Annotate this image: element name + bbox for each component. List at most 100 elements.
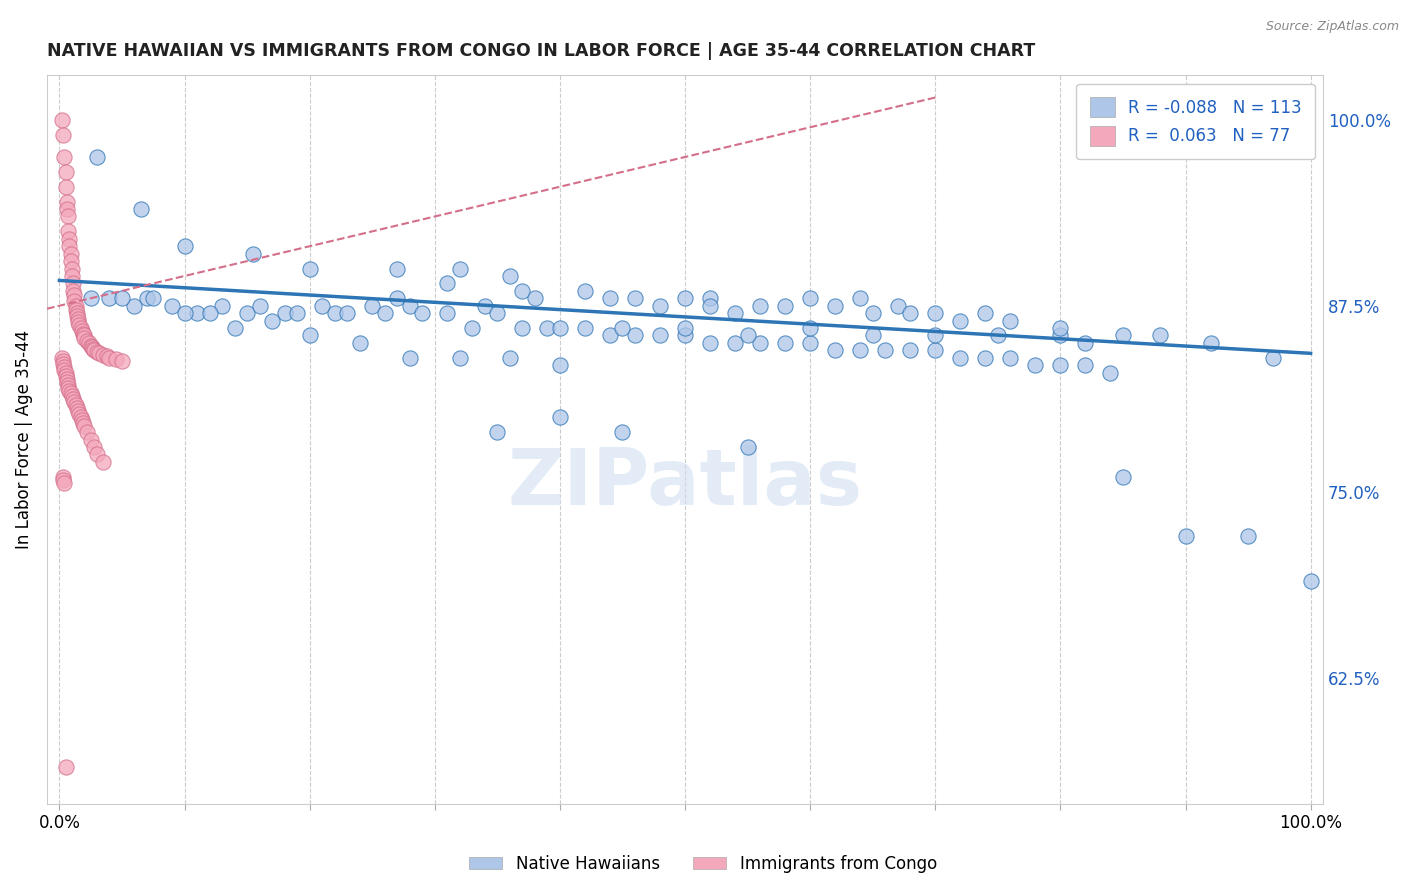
Point bbox=[66, 401, 89, 416]
Point bbox=[82, 342, 104, 356]
Point bbox=[56, 380, 79, 394]
Point bbox=[599, 291, 621, 305]
Point bbox=[79, 291, 101, 305]
Text: ZIPatlas: ZIPatlas bbox=[508, 445, 862, 521]
Point bbox=[499, 351, 522, 365]
Point bbox=[72, 326, 94, 341]
Point bbox=[56, 224, 79, 238]
Point bbox=[160, 299, 183, 313]
Point bbox=[236, 306, 259, 320]
Point bbox=[773, 299, 796, 313]
Point bbox=[56, 202, 79, 216]
Point bbox=[142, 291, 165, 305]
Point bbox=[1000, 351, 1022, 365]
Point bbox=[52, 357, 75, 371]
Point bbox=[461, 321, 484, 335]
Point bbox=[67, 312, 90, 326]
Point bbox=[398, 351, 420, 365]
Point bbox=[173, 239, 195, 253]
Point bbox=[1024, 358, 1046, 372]
Point bbox=[72, 416, 94, 430]
Point bbox=[799, 321, 821, 335]
Point bbox=[111, 291, 134, 305]
Point bbox=[486, 425, 509, 439]
Point bbox=[548, 321, 571, 335]
Point bbox=[387, 291, 409, 305]
Point bbox=[323, 306, 346, 320]
Point bbox=[298, 328, 321, 343]
Point bbox=[1049, 358, 1071, 372]
Point bbox=[749, 335, 772, 350]
Point bbox=[52, 473, 75, 487]
Point bbox=[987, 328, 1010, 343]
Point bbox=[574, 321, 596, 335]
Point bbox=[898, 343, 921, 358]
Point bbox=[67, 404, 90, 418]
Point bbox=[436, 277, 458, 291]
Point bbox=[186, 306, 208, 320]
Point bbox=[624, 328, 647, 343]
Point bbox=[73, 328, 96, 343]
Point bbox=[65, 303, 87, 318]
Point bbox=[83, 343, 105, 358]
Point bbox=[53, 150, 76, 164]
Point bbox=[499, 268, 522, 283]
Point bbox=[624, 291, 647, 305]
Point bbox=[512, 284, 534, 298]
Point bbox=[599, 328, 621, 343]
Point bbox=[62, 277, 84, 291]
Point bbox=[849, 291, 872, 305]
Point bbox=[86, 447, 108, 461]
Point bbox=[53, 359, 76, 374]
Point bbox=[63, 288, 86, 302]
Point bbox=[612, 425, 634, 439]
Point bbox=[242, 246, 264, 260]
Point bbox=[52, 353, 75, 368]
Point bbox=[73, 331, 96, 345]
Text: Source: ZipAtlas.com: Source: ZipAtlas.com bbox=[1265, 20, 1399, 33]
Point bbox=[66, 306, 89, 320]
Point bbox=[673, 321, 696, 335]
Point bbox=[55, 366, 77, 380]
Point bbox=[65, 299, 87, 313]
Point bbox=[673, 291, 696, 305]
Point bbox=[862, 306, 884, 320]
Point bbox=[56, 371, 79, 385]
Point bbox=[1199, 335, 1222, 350]
Point bbox=[273, 306, 295, 320]
Point bbox=[96, 349, 118, 363]
Point bbox=[1074, 358, 1097, 372]
Point bbox=[98, 291, 121, 305]
Point bbox=[67, 318, 90, 332]
Point bbox=[749, 299, 772, 313]
Point bbox=[548, 410, 571, 425]
Point bbox=[60, 261, 83, 276]
Point bbox=[349, 335, 371, 350]
Point bbox=[83, 440, 105, 454]
Point bbox=[411, 306, 433, 320]
Point bbox=[648, 328, 671, 343]
Point bbox=[862, 328, 884, 343]
Point bbox=[398, 299, 420, 313]
Point bbox=[86, 150, 108, 164]
Point bbox=[79, 335, 101, 350]
Point bbox=[66, 309, 89, 323]
Point bbox=[52, 470, 75, 484]
Point bbox=[55, 179, 77, 194]
Point bbox=[336, 306, 359, 320]
Point bbox=[1049, 328, 1071, 343]
Point bbox=[65, 398, 87, 412]
Point bbox=[69, 410, 91, 425]
Point bbox=[98, 351, 121, 365]
Point bbox=[974, 351, 997, 365]
Point bbox=[824, 299, 846, 313]
Point bbox=[548, 358, 571, 372]
Point bbox=[52, 128, 75, 142]
Point bbox=[55, 760, 77, 774]
Point bbox=[70, 324, 93, 338]
Point bbox=[737, 328, 759, 343]
Point bbox=[211, 299, 233, 313]
Point bbox=[58, 232, 80, 246]
Point bbox=[129, 202, 152, 216]
Point bbox=[173, 306, 195, 320]
